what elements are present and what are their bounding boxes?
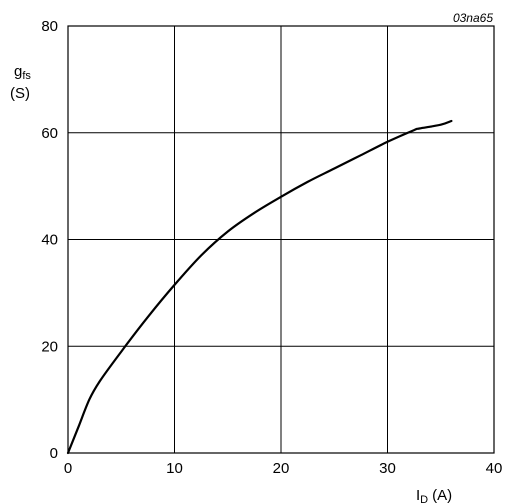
x-tick-label: 0 <box>64 460 72 477</box>
y-tick-label: 20 <box>41 338 58 355</box>
x-axis-label-main: I <box>416 487 420 504</box>
x-tick-label: 40 <box>486 460 503 477</box>
x-axis-label: ID (A) <box>416 487 452 504</box>
figure-code: 03na65 <box>453 11 493 25</box>
grid-lines <box>68 26 494 453</box>
series-line <box>66 119 453 455</box>
y-tick-label: 60 <box>41 125 58 142</box>
y-axis-label: gfs <box>14 63 31 82</box>
tick-labels: 0 10 20 30 40 0 20 40 60 80 <box>41 18 502 477</box>
x-axis-label-subscript: D <box>420 494 428 504</box>
y-axis-unit: (S) <box>10 85 30 102</box>
y-tick-label: 80 <box>41 18 58 35</box>
x-tick-label: 10 <box>166 460 183 477</box>
x-axis-unit: (A) <box>432 487 452 504</box>
y-tick-label: 40 <box>41 232 58 249</box>
plot-frame <box>67 25 495 454</box>
x-tick-label: 30 <box>379 460 396 477</box>
x-tick-label: 20 <box>273 460 290 477</box>
y-tick-label: 0 <box>50 445 58 462</box>
y-axis-label-subscript: fs <box>22 70 31 82</box>
y-axis-label-main: g <box>14 63 22 80</box>
